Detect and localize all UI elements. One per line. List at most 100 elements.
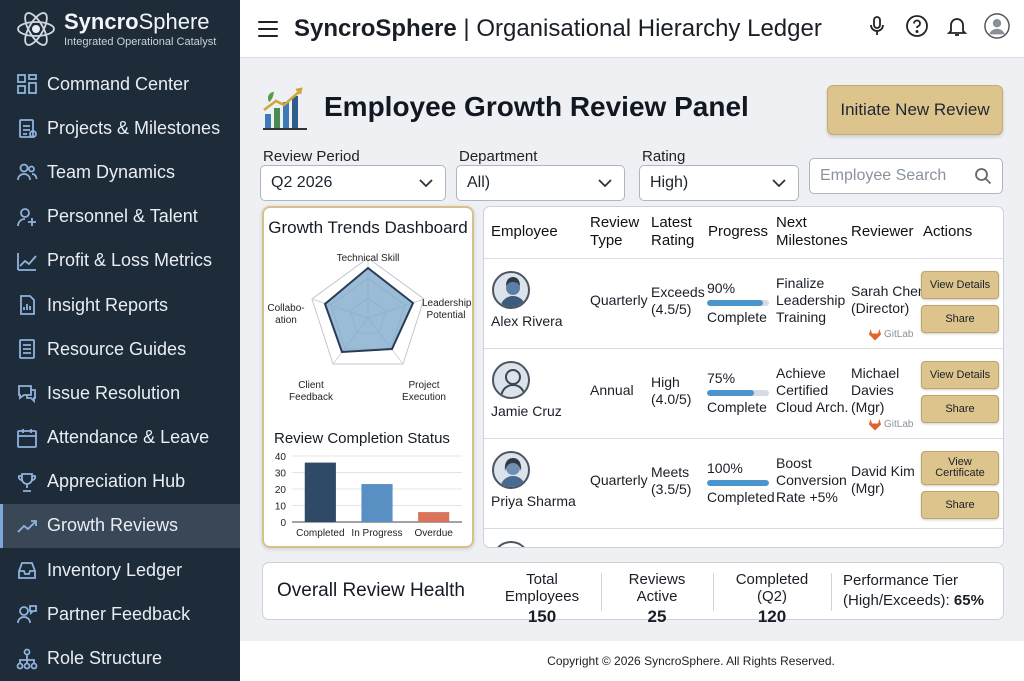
department-select[interactable]: All) (456, 165, 625, 201)
sidebar-item-partner-feedback[interactable]: Partner Feedback (0, 592, 240, 636)
view-details-button[interactable]: View Details (921, 361, 999, 389)
sidebar-item-growth-reviews[interactable]: Growth Reviews (0, 503, 240, 549)
view-certificate-button[interactable]: View Certificate (921, 451, 999, 485)
review-period-select[interactable]: Q2 2026 (260, 165, 446, 201)
review-period-filter: Review Period Q2 2026 (260, 147, 446, 201)
sidebar-item-command-center[interactable]: Command Center (0, 62, 240, 106)
sidebar-item-projects[interactable]: Projects & Milestones (0, 106, 240, 150)
y-tick-label: 0 (280, 518, 286, 529)
skills-radar-chart (311, 257, 425, 365)
progress-bar-fill (707, 480, 769, 486)
radar-label-project-execution: Project Execution (402, 380, 446, 403)
document-icon (19, 339, 35, 360)
growth-chart-icon (263, 87, 307, 130)
grid-icon (17, 74, 37, 94)
stat-value: 25 (647, 607, 667, 626)
bell-icon[interactable] (944, 13, 970, 39)
view-details-button[interactable]: View Details (921, 271, 999, 299)
col-actions: Actions (923, 223, 973, 240)
chevron-down-icon (598, 178, 612, 187)
sidebar-item-team-dynamics[interactable]: Team Dynamics (0, 150, 240, 194)
employee-name: Alex Rivera (491, 313, 563, 329)
avatar-partial (492, 541, 530, 547)
review-type: Quarterly (590, 472, 648, 488)
sidebar-item-appreciation[interactable]: Appreciation Hub (0, 460, 240, 504)
report-icon (20, 295, 35, 315)
sidebar-item-label: Partner Feedback (47, 603, 191, 624)
user-avatar-icon[interactable] (984, 13, 1010, 39)
brand[interactable]: SyncroSphere Integrated Operational Cata… (0, 0, 240, 58)
stat-reviews-active: Reviews Active 25 (607, 571, 707, 627)
sidebar-item-insight-reports[interactable]: Insight Reports (0, 283, 240, 327)
inbox-icon (18, 562, 36, 580)
progress-bar-fill (707, 300, 763, 306)
sidebar-item-label: Personnel & Talent (47, 206, 198, 227)
col-review-type: Review Type (590, 214, 640, 249)
bar-overdue (418, 512, 450, 522)
bar-in-progress (361, 484, 393, 522)
filter-label: Rating (642, 148, 686, 165)
topbar-actions (864, 13, 1010, 39)
y-tick-label: 40 (275, 452, 287, 463)
sidebar-item-issue-resolution[interactable]: Issue Resolution (0, 371, 240, 415)
next-milestone: Achieve Certified Cloud Arch. (776, 365, 849, 415)
gitlab-icon (869, 329, 881, 341)
completion-bar-chart: 40 30 20 10 0 Completed In Progress Overdue (275, 452, 462, 539)
initiate-new-review-button[interactable]: Initiate New Review (827, 85, 1003, 135)
divider (713, 573, 714, 611)
stat-value: 150 (527, 607, 557, 626)
main-content: Employee Growth Review Panel Initiate Ne… (240, 58, 1024, 641)
sidebar-item-label: Command Center (47, 73, 190, 94)
sidebar-item-personnel[interactable]: Personnel & Talent (0, 195, 240, 239)
latest-rating: High (4.0/5) (651, 374, 692, 407)
sidebar-item-role-structure[interactable]: Role Structure (0, 636, 240, 680)
sidebar-item-label: Insight Reports (47, 294, 169, 315)
atom-logo-icon (17, 12, 55, 46)
progress-percent: 90% (707, 280, 736, 296)
x-tick-label: Completed (296, 528, 344, 539)
sidebar-item-label: Attendance & Leave (47, 427, 210, 448)
share-button[interactable]: Share (921, 305, 999, 333)
microphone-icon[interactable] (864, 13, 890, 39)
hierarchy-icon (16, 648, 38, 669)
sidebar-item-inventory[interactable]: Inventory Ledger (0, 548, 240, 592)
sidebar-item-attendance[interactable]: Attendance & Leave (0, 416, 240, 460)
sidebar-item-label: Role Structure (47, 648, 163, 669)
gitlab-badge: GitLab (868, 328, 913, 341)
rating-filter: Rating High) (639, 147, 799, 201)
next-milestone: Finalize Leadership Training (776, 275, 846, 325)
menu-icon[interactable] (258, 20, 278, 37)
sidebar-item-resource-guides[interactable]: Resource Guides (0, 327, 240, 371)
divider (601, 573, 602, 611)
y-tick-label: 30 (275, 469, 287, 480)
sidebar-nav: Command Center Projects & Milestones Tea… (0, 62, 240, 681)
progress-status: Complete (707, 399, 767, 415)
employee-name: Priya Sharma (491, 493, 576, 509)
sidebar-item-label: Inventory Ledger (47, 559, 183, 580)
reviewer-name: David Kim (Mgr) (851, 463, 915, 496)
latest-rating: Exceeds (4.5/5) (651, 284, 705, 317)
gitlab-icon (869, 419, 881, 431)
progress-bar-fill (707, 390, 754, 396)
page-header: Employee Growth Review Panel (260, 82, 749, 132)
sidebar-item-label: Appreciation Hub (47, 471, 186, 492)
stat-label: Performance Tier (843, 572, 959, 589)
topbar: SyncroSphere | Organisational Hierarchy … (240, 0, 1024, 58)
reviewer-name: Sarah Chen (Director) (851, 283, 926, 316)
help-icon[interactable] (904, 13, 930, 39)
share-button[interactable]: Share (921, 491, 999, 519)
stat-total-employees: Total Employees 150 (487, 571, 597, 627)
rating-select[interactable]: High) (639, 165, 799, 201)
review-type: Annual (590, 382, 634, 398)
table-row: Priya Sharma Quarterly Meets (3.5/5) 100%… (484, 439, 1003, 529)
health-title: Overall Review Health (277, 580, 465, 601)
radar-label-client-feedback: Client Feedback (289, 380, 333, 403)
search-icon (975, 168, 992, 185)
progress-bar (707, 300, 769, 306)
sidebar-item-profit-loss[interactable]: Profit & Loss Metrics (0, 239, 240, 283)
stat-label: Reviews Active (628, 571, 686, 605)
share-button[interactable]: Share (921, 395, 999, 423)
table-row: Alex Rivera Quarterly Exceeds (4.5/5) 90%… (484, 259, 1003, 349)
employee-search-input[interactable]: Employee Search (809, 158, 1003, 194)
department-filter: Department All) (456, 147, 625, 201)
